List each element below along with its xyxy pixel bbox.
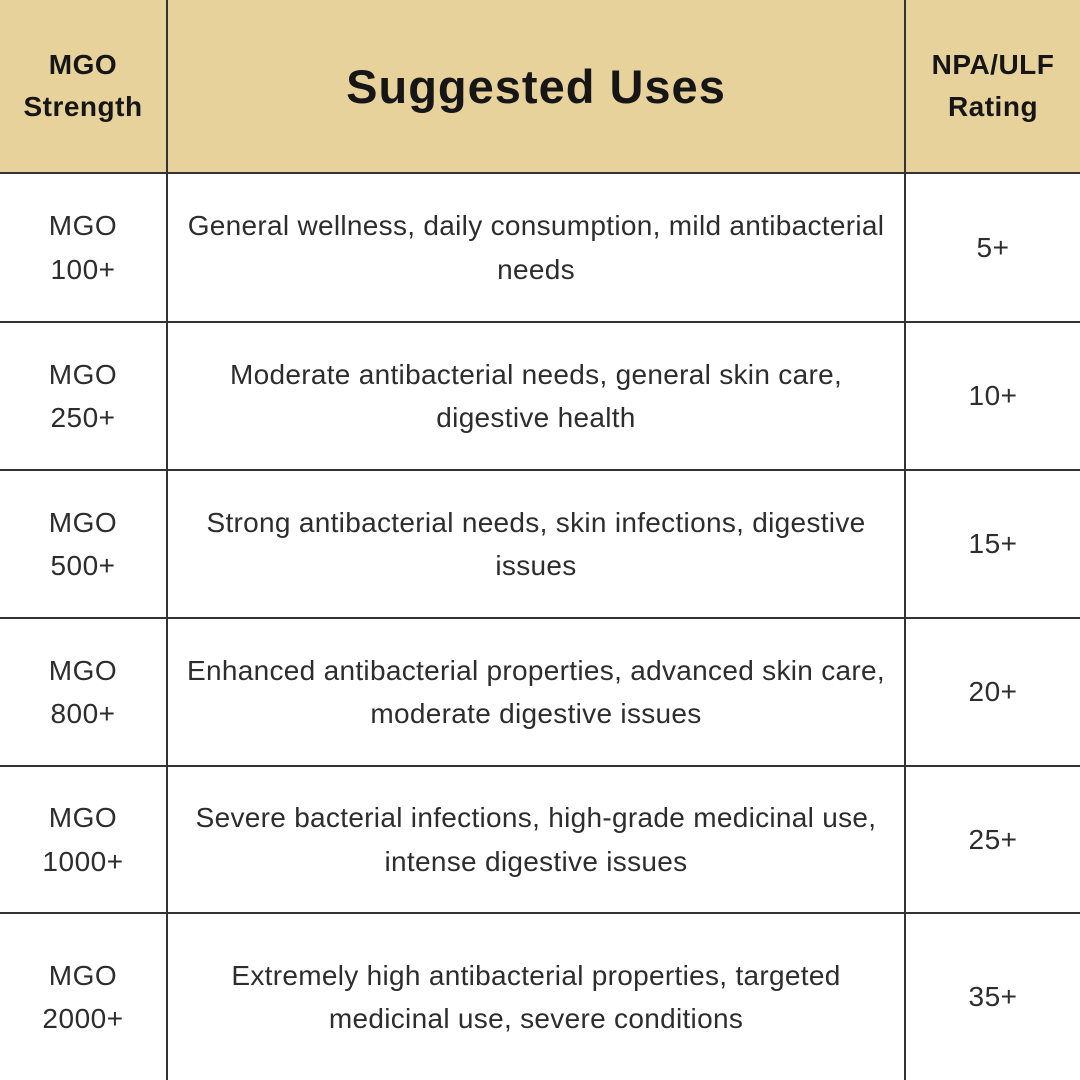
strength-mgo-800: MGO 800+ [0,619,166,765]
strength-mgo-1000: MGO 1000+ [0,767,166,912]
header-npa-ulf-rating: NPA/ULF Rating [906,0,1080,172]
uses-mgo-1000: Severe bacterial infections, high-grade … [168,767,904,912]
header-mgo-strength: MGO Strength [0,0,166,172]
header-suggested-uses: Suggested Uses [168,0,904,172]
strength-mgo-100: MGO 100+ [0,174,166,321]
uses-mgo-500: Strong antibacterial needs, skin infecti… [168,471,904,617]
rating-mgo-250: 10+ [906,323,1080,469]
uses-mgo-250: Moderate antibacterial needs, general sk… [168,323,904,469]
rating-mgo-500: 15+ [906,471,1080,617]
strength-mgo-500: MGO 500+ [0,471,166,617]
rating-mgo-100: 5+ [906,174,1080,321]
rating-mgo-800: 20+ [906,619,1080,765]
strength-mgo-2000: MGO 2000+ [0,914,166,1080]
uses-mgo-2000: Extremely high antibacterial properties,… [168,914,904,1080]
rating-mgo-2000: 35+ [906,914,1080,1080]
uses-mgo-800: Enhanced antibacterial properties, advan… [168,619,904,765]
strength-mgo-250: MGO 250+ [0,323,166,469]
rating-mgo-1000: 25+ [906,767,1080,912]
uses-mgo-100: General wellness, daily consumption, mil… [168,174,904,321]
